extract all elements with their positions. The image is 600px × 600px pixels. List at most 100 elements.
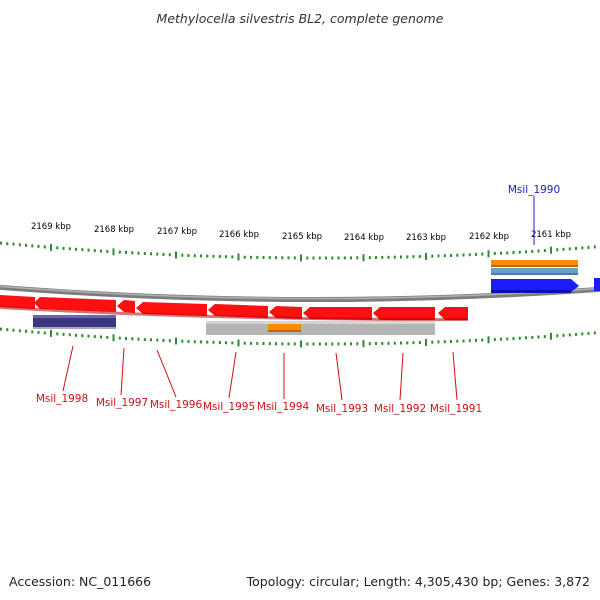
- gene-label-msil-1990[interactable]: Msil_1990: [508, 184, 560, 196]
- outer-scale-tick-minor: [443, 254, 446, 258]
- outer-scale-tick-minor: [168, 253, 171, 257]
- outer-scale-tick-minor: [581, 246, 584, 250]
- outer-scale-tick-minor: [562, 247, 565, 251]
- inner-scale-tick-minor: [350, 342, 352, 346]
- inner-scale-tick-minor: [206, 340, 209, 344]
- scale-label-2167: 2167 kbp: [157, 227, 197, 237]
- gene-label-msil-1996[interactable]: Msil_1996: [150, 399, 203, 411]
- cds-msil-1998[interactable]: [0, 295, 35, 309]
- inner-scale-tick-minor: [512, 337, 515, 340]
- outer-scale-tick-major: [487, 250, 490, 258]
- inner-scale-tick-minor: [200, 340, 202, 344]
- scale-label-2168: 2168 kbp: [94, 225, 134, 235]
- cds-msil-1990[interactable]: [491, 279, 579, 292]
- inner-scale-tick-minor: [581, 332, 584, 336]
- outer-scale-tick-minor: [37, 244, 40, 248]
- inner-scale-tick-minor: [293, 342, 296, 346]
- outer-scale-tick-minor: [418, 255, 421, 258]
- connector-msil-1991: [452, 351, 458, 401]
- inner-scale-tick-major: [487, 336, 490, 344]
- gene-label-msil-1994[interactable]: Msil_1994: [257, 401, 310, 413]
- inner-scale-tick-minor: [0, 327, 2, 331]
- outer-scale-tick-major: [362, 254, 365, 262]
- inner-scale-tick-minor: [281, 342, 284, 346]
- inner-scale-tick-minor: [168, 339, 171, 343]
- inner-scale-tick-minor: [475, 338, 477, 342]
- cds-msil-1995[interactable]: [136, 302, 207, 316]
- inner-scale-tick-minor: [243, 341, 246, 345]
- scale-label-2162: 2162 kbp: [469, 232, 509, 242]
- reverse-strand-features: [0, 295, 468, 335]
- gene-label-msil-1995[interactable]: Msil_1995: [203, 401, 255, 413]
- gene-label-msil-1991[interactable]: Msil_1991: [430, 403, 482, 415]
- backbone-group: [0, 284, 600, 303]
- outer-scale-tick-major: [112, 248, 115, 256]
- inner-scale-tick-minor: [250, 341, 252, 345]
- outer-scale-tick-minor: [468, 253, 471, 257]
- inner-scale-tick-minor: [12, 328, 15, 332]
- inner-scale-tick-minor: [81, 334, 84, 338]
- inner-scale-tick-minor: [306, 342, 309, 346]
- inner-scale-tick-minor: [375, 342, 377, 345]
- scale-label-group: 2169 kbp 2168 kbp 2167 kbp 2166 kbp 2165…: [31, 222, 571, 243]
- outer-scale-tick-minor: [200, 254, 202, 258]
- outer-scale-tick-minor: [318, 256, 321, 260]
- cds-partial-right-edge[interactable]: [594, 278, 600, 291]
- cds-shadow-msil-1990: [491, 290, 571, 293]
- cds-msil-1997[interactable]: [34, 297, 116, 312]
- gene-feature-shadow-msil-1994: [268, 330, 301, 332]
- outer-scale-tick-minor: [306, 256, 309, 260]
- gene-feature-msil-1990[interactable]: [491, 260, 578, 266]
- gene-label-msil-1992[interactable]: Msil_1992: [374, 403, 426, 415]
- cds-msil-1992[interactable]: [303, 307, 372, 320]
- inner-scale-tick-minor: [562, 333, 565, 337]
- connector-msil-1996: [156, 349, 177, 398]
- outer-scale-tick-minor: [368, 256, 371, 260]
- connector-msil-1993: [335, 352, 343, 401]
- outer-scale-tick-minor: [393, 255, 396, 259]
- inner-scale-tick-minor: [381, 341, 384, 345]
- inner-scale-tick-minor: [418, 341, 421, 344]
- outer-scale-tick-minor: [281, 256, 284, 260]
- outer-scale-tick-minor: [193, 254, 196, 258]
- outer-scale-tick-minor: [406, 255, 409, 259]
- outer-scale-tick-minor: [75, 247, 77, 251]
- connector-msil-1995: [228, 351, 237, 399]
- inner-scale-tick-minor: [406, 341, 409, 345]
- gene-label-msil-1997[interactable]: Msil_1997: [96, 397, 148, 409]
- inner-scale-tick-minor: [125, 337, 127, 340]
- outer-scale-tick-minor: [162, 252, 165, 256]
- inner-scale-tick-minor: [62, 332, 65, 336]
- grey-feature-msil-1994-1993[interactable]: [206, 321, 435, 335]
- cds-msil-1996[interactable]: [117, 300, 135, 313]
- gene-feature-shadow-msil-1990: [491, 265, 578, 267]
- outer-scale-tick-minor: [400, 255, 402, 259]
- inner-scale-tick-minor: [312, 342, 315, 346]
- inner-scale-tick-minor: [331, 342, 334, 346]
- outer-scale-tick-minor: [31, 244, 34, 248]
- scale-label-2163: 2163 kbp: [406, 233, 446, 243]
- cds-msil-1991-a[interactable]: [373, 307, 435, 320]
- mrna-feature-msil-1990[interactable]: [491, 268, 578, 274]
- inner-scale-tick-minor: [231, 341, 234, 345]
- inner-scale-tick-minor: [443, 340, 446, 344]
- cds-msil-1991-b[interactable]: [438, 307, 468, 320]
- outer-scale-tick-minor: [212, 254, 215, 258]
- gene-feature-msil-1994[interactable]: [268, 324, 301, 331]
- outer-scale-tick-minor: [131, 251, 134, 255]
- inner-scale-tick-minor: [18, 329, 21, 333]
- outer-scale-tick-minor: [481, 252, 484, 256]
- cds-msil-1994[interactable]: [208, 304, 268, 318]
- inner-scale-tick-minor: [287, 342, 290, 346]
- outer-scale-tick-minor: [456, 253, 459, 257]
- gene-label-msil-1993[interactable]: Msil_1993: [316, 403, 368, 415]
- outer-scale-tick-minor: [68, 247, 71, 251]
- inner-scale-tick-minor: [193, 340, 196, 344]
- cds-msil-1993[interactable]: [269, 306, 302, 319]
- outer-scale-tick-minor: [331, 256, 334, 260]
- gene-label-msil-1998[interactable]: Msil_1998: [36, 393, 88, 405]
- outer-scale-tick-minor: [325, 256, 327, 260]
- misc-feature-highlight-msil-1998: [33, 315, 116, 318]
- outer-scale-tick-minor: [518, 250, 521, 254]
- misc-feature-msil-1998[interactable]: [33, 315, 116, 329]
